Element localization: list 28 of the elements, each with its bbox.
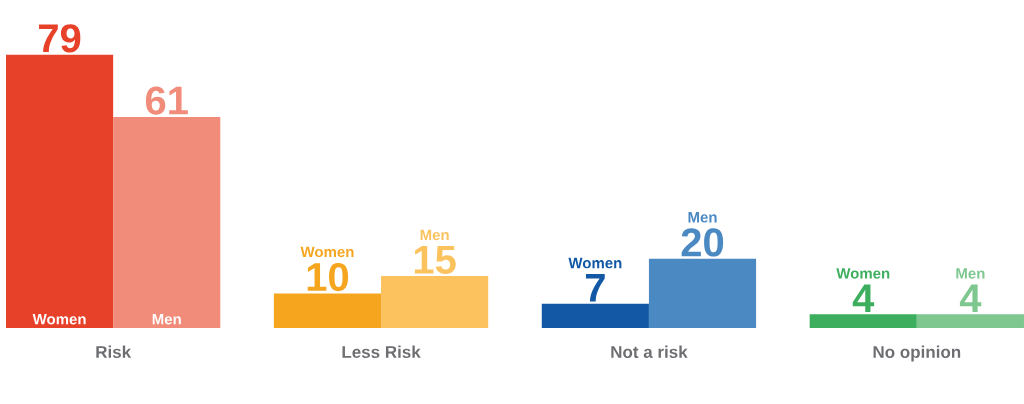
x-tick-label: Less Risk [342, 345, 421, 359]
text: Men [688, 212, 717, 223]
x-tick-label: Risk [96, 345, 132, 359]
data-label: 4 [959, 284, 982, 312]
text: Women [300, 246, 354, 258]
data-label: 61 [145, 86, 188, 115]
bar [541, 303, 649, 328]
data-label: 79 [39, 24, 81, 53]
bar [6, 54, 114, 328]
bar [809, 314, 917, 328]
text: Men [420, 229, 449, 241]
bar [648, 258, 757, 328]
data-label: 4 [852, 284, 875, 312]
data-label: 10 [307, 262, 349, 292]
bar [381, 276, 489, 328]
data-label: 7 [585, 274, 605, 302]
text: Women [568, 257, 622, 269]
series-label: Men [152, 314, 181, 325]
bar [916, 314, 1024, 328]
bar [113, 116, 221, 328]
series-label: Women [32, 314, 86, 325]
x-tick-label: No opinion [873, 345, 961, 362]
text: Women [836, 268, 890, 279]
text: Men [956, 268, 985, 279]
data-label: 15 [414, 246, 456, 274]
bar [273, 293, 382, 328]
x-tick-label: Not a risk [611, 345, 688, 359]
data-label: 20 [681, 228, 724, 257]
